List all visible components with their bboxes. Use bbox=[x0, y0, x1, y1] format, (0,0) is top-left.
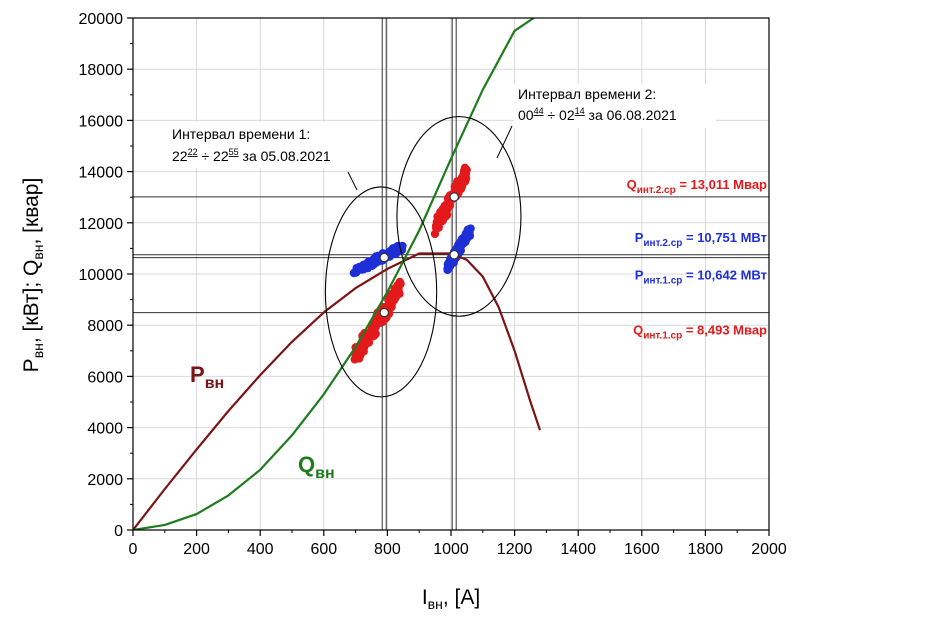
y-tick-label: 2000 bbox=[87, 472, 123, 489]
annotation-1-bg bbox=[168, 122, 368, 168]
y-axis-label: Pвн, [кВт]; Qвн, [квар] bbox=[20, 178, 46, 373]
mean-point bbox=[449, 192, 459, 202]
x-tick-label: 0 bbox=[129, 541, 138, 558]
x-tick-label: 2000 bbox=[751, 541, 787, 558]
mean-points bbox=[379, 192, 459, 318]
x-tick-label: 1400 bbox=[560, 541, 596, 558]
x-tick-label: 600 bbox=[310, 541, 337, 558]
axes: 0 200 400 600 800 1000 1200 1400 1600 1800 2000020… bbox=[79, 11, 787, 558]
x-tick-label: 1200 bbox=[497, 541, 533, 558]
mean-point bbox=[379, 307, 390, 318]
x-tick-label: 1800 bbox=[688, 541, 724, 558]
series-label-p: Pвн bbox=[190, 362, 224, 392]
scatter-point bbox=[371, 329, 381, 339]
scatter-point bbox=[396, 279, 405, 289]
scatter-point bbox=[434, 223, 443, 232]
y-tick-label: 16000 bbox=[79, 113, 124, 130]
annotation-1-line1: Интервал времени 1: bbox=[172, 126, 310, 142]
annotation-1-line2: 2222 ÷ 2255 за 05.08.2021 bbox=[172, 147, 331, 164]
y-tick-label: 10000 bbox=[79, 267, 124, 284]
x-tick-label: 1000 bbox=[433, 541, 469, 558]
x-tick-label: 400 bbox=[247, 541, 274, 558]
x-tick-label: 1600 bbox=[624, 541, 660, 558]
y-tick-label: 14000 bbox=[79, 165, 124, 182]
series-line-p bbox=[133, 252, 542, 530]
mean-point bbox=[449, 249, 459, 260]
annotation-2-line1: Интервал времени 2: bbox=[518, 86, 656, 102]
annotation-2-pointer bbox=[496, 125, 513, 159]
scatter-point bbox=[465, 227, 474, 237]
reference-line-label: Pинт.2.ср = 10,751 МВт bbox=[635, 230, 767, 249]
reference-line-label: Pинт.1.ср = 10,642 МВт bbox=[635, 268, 767, 287]
x-axis-label: Iвн, [A] bbox=[422, 586, 480, 612]
y-tick-label: 18000 bbox=[79, 62, 124, 79]
scatter-point bbox=[461, 169, 471, 179]
interval-ellipse bbox=[396, 116, 522, 317]
curves bbox=[133, 18, 542, 530]
reference-line-label: Qинт.1.ср = 8,493 Мвар bbox=[633, 323, 767, 342]
y-tick-label: 0 bbox=[114, 523, 123, 540]
annotation-2-bg bbox=[514, 84, 716, 128]
y-tick-label: 4000 bbox=[87, 421, 123, 438]
mean-point bbox=[379, 252, 390, 263]
y-tick-label: 8000 bbox=[87, 318, 123, 335]
y-tick-label: 20000 bbox=[79, 11, 124, 28]
y-tick-label: 12000 bbox=[79, 216, 124, 233]
series-line-q bbox=[133, 18, 535, 530]
ellipses bbox=[324, 116, 522, 398]
reference-line-label: Qинт.2.ср = 13,011 Мвар bbox=[627, 177, 767, 196]
annotation-2-line2: 0044 ÷ 0214 за 06.08.2021 bbox=[518, 106, 677, 123]
x-tick-label: 200 bbox=[183, 541, 210, 558]
interval-ellipse bbox=[324, 186, 438, 398]
series-label-q: Qвн bbox=[298, 452, 335, 482]
annotation-1-pointer bbox=[347, 171, 358, 191]
reference-line-labels: Qинт.2.ср = 13,011 Мвар Pинт.2.ср = 10,75… bbox=[627, 177, 767, 342]
x-tick-label: 800 bbox=[374, 541, 401, 558]
y-tick-label: 6000 bbox=[87, 369, 123, 386]
